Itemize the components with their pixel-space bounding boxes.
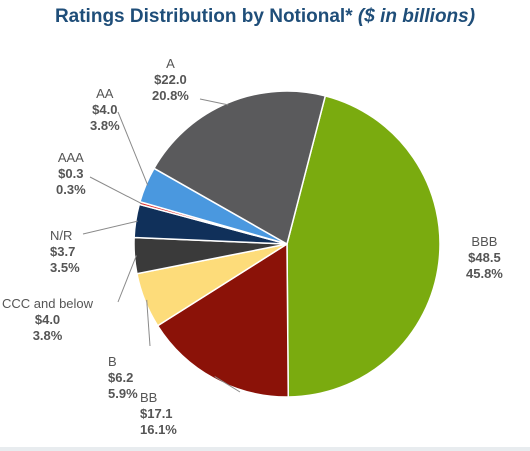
slice-percent: 3.8% bbox=[32, 328, 63, 343]
slice-label-aa: AA $4.0 3.8% bbox=[90, 86, 120, 134]
slice-category: N/R bbox=[50, 228, 73, 243]
slice-amount: $22.0 bbox=[154, 72, 187, 87]
slice-category: BBB bbox=[471, 234, 498, 249]
pie-slice-a bbox=[152, 90, 327, 246]
leader-line-n-r bbox=[82, 220, 138, 235]
slice-label-a: A $22.0 20.8% bbox=[152, 56, 189, 104]
slice-amount: $4.0 bbox=[34, 312, 61, 327]
leader-line-a bbox=[199, 98, 229, 106]
slice-amount: $0.3 bbox=[58, 166, 84, 181]
leader-line-aaa bbox=[89, 176, 142, 205]
slice-amount: $3.7 bbox=[50, 244, 76, 259]
slice-amount: $6.2 bbox=[108, 370, 134, 385]
slice-label-nr: N/R $3.7 3.5% bbox=[50, 228, 80, 276]
slice-percent: 20.8% bbox=[152, 88, 189, 103]
slice-percent: 3.8% bbox=[90, 118, 120, 133]
chart-title-units: ($ in billions) bbox=[357, 6, 476, 27]
slice-category: BB bbox=[140, 390, 158, 405]
slice-label-ccc-and-below: CCC and below $4.0 3.8% bbox=[2, 296, 93, 344]
slice-percent: 3.5% bbox=[50, 260, 80, 275]
slice-category: B bbox=[108, 354, 117, 369]
slice-percent: 45.8% bbox=[466, 266, 503, 281]
leader-line-aa bbox=[117, 111, 149, 186]
slice-amount: $48.5 bbox=[468, 250, 501, 265]
leader-line-ccc-and-below bbox=[117, 255, 137, 303]
slice-percent: 16.1% bbox=[140, 422, 177, 437]
slice-label-aaa: AAA $0.3 0.3% bbox=[56, 150, 86, 198]
slice-amount: $4.0 bbox=[92, 102, 118, 117]
bottom-divider bbox=[0, 447, 530, 451]
slice-percent: 5.9% bbox=[108, 386, 138, 401]
pie-slice-bb bbox=[156, 242, 290, 398]
slice-percent: 0.3% bbox=[56, 182, 86, 197]
slice-category: AA bbox=[96, 86, 114, 101]
slice-label-bbb: BBB $48.5 45.8% bbox=[466, 234, 503, 282]
slice-label-b: B $6.2 5.9% bbox=[108, 354, 138, 402]
leader-line-bb bbox=[214, 376, 241, 393]
slice-category: AAA bbox=[57, 150, 84, 165]
pie-slice-bbb bbox=[286, 94, 441, 398]
slice-label-bb: BB $17.1 16.1% bbox=[140, 390, 177, 438]
leader-line-b bbox=[146, 299, 151, 347]
chart-title: Ratings Distribution by Notional* ($ in … bbox=[0, 6, 530, 28]
chart-title-main: Ratings Distribution by Notional* bbox=[54, 6, 353, 27]
slice-category: A bbox=[166, 56, 175, 71]
slice-category: CCC and below bbox=[2, 296, 94, 311]
slice-amount: $17.1 bbox=[140, 406, 173, 421]
